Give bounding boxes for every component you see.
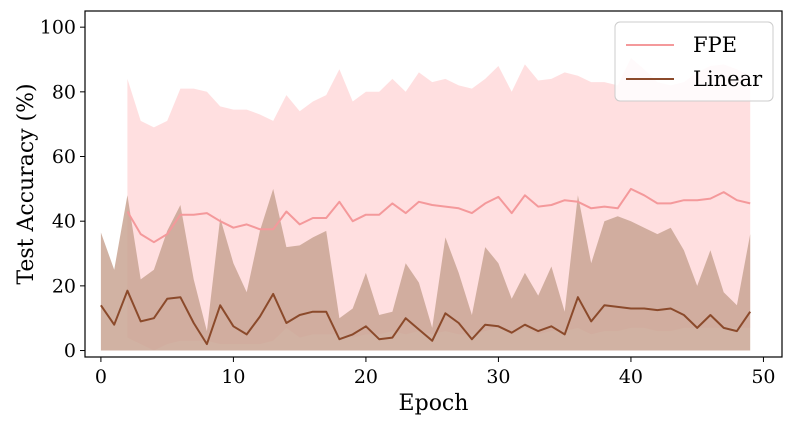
- y-axis-ticks: 0 20 40 60 80 100: [40, 17, 85, 362]
- y-tick-label: 0: [64, 340, 76, 362]
- y-tick-label: 80: [52, 81, 76, 103]
- x-tick-label: 10: [221, 366, 245, 388]
- series-lines: [100, 187, 752, 346]
- x-tick-label: 0: [95, 366, 107, 388]
- legend-label-fpe: FPE: [693, 33, 737, 57]
- linear-line: [100, 289, 752, 346]
- x-tick-label: 20: [354, 366, 378, 388]
- y-tick-label: 40: [52, 211, 76, 233]
- y-axis-label: Test Accuracy (%): [14, 83, 39, 284]
- x-tick-label: 40: [619, 366, 643, 388]
- fpe-line: [126, 187, 751, 244]
- y-tick-label: 60: [52, 146, 76, 168]
- x-tick-label: 50: [751, 366, 775, 388]
- y-tick-label: 20: [52, 275, 76, 297]
- legend: FPE Linear: [614, 21, 774, 102]
- legend-label-linear: Linear: [693, 67, 763, 91]
- plot-frame: [84, 10, 783, 358]
- x-tick-label: 30: [486, 366, 510, 388]
- x-axis-label: Epoch: [399, 391, 469, 416]
- x-axis-ticks: 0 10 20 30 40 50: [95, 357, 776, 388]
- legend-box: [614, 21, 774, 102]
- y-tick-label: 100: [40, 17, 76, 39]
